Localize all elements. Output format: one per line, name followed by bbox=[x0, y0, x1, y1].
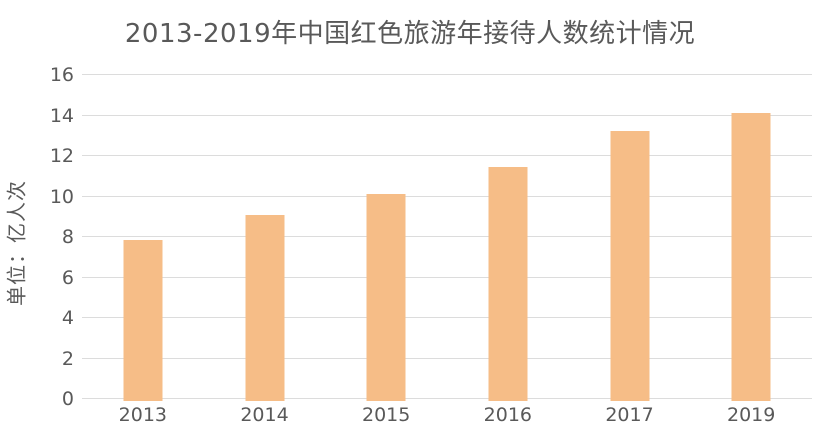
x-axis-label-2015: 2015 bbox=[361, 404, 411, 426]
x-axis-label-2016: 2016 bbox=[483, 404, 533, 426]
x-axis-label-2017: 2017 bbox=[605, 404, 654, 426]
bar-2019 bbox=[731, 113, 771, 401]
y-tick-label: 14 bbox=[49, 104, 74, 127]
y-tick-label: 0 bbox=[61, 388, 74, 410]
gridline-0 bbox=[82, 398, 812, 399]
plot-area bbox=[82, 74, 812, 401]
bar-2014 bbox=[245, 215, 284, 401]
y-tick-label: 4 bbox=[61, 307, 74, 329]
bar-2013 bbox=[123, 239, 163, 401]
gridline-16 bbox=[82, 74, 812, 75]
gridline-12 bbox=[82, 155, 812, 156]
y-tick-label: 2 bbox=[61, 347, 74, 370]
gridline-2 bbox=[82, 357, 812, 359]
gridline-10 bbox=[82, 195, 812, 197]
bar-2017 bbox=[610, 130, 649, 401]
gridline-14 bbox=[82, 114, 812, 116]
x-axis-label-2014: 2014 bbox=[240, 404, 289, 426]
x-axis-label-2019: 2019 bbox=[726, 404, 776, 426]
y-tick-label: 6 bbox=[61, 266, 74, 289]
gridline-6 bbox=[82, 276, 812, 278]
gridline-8 bbox=[82, 236, 812, 237]
y-tick-label: 16 bbox=[49, 64, 74, 86]
x-axis-label-2013: 2013 bbox=[118, 404, 168, 426]
y-tick-label: 8 bbox=[61, 226, 74, 248]
y-tick-label: 12 bbox=[49, 145, 74, 167]
chart-title: 2013-2019年中国红色旅游年接待人数统计情况 bbox=[124, 19, 696, 49]
gridline-4 bbox=[82, 317, 812, 318]
bar-2016 bbox=[488, 166, 528, 401]
y-tick-label: 10 bbox=[49, 185, 74, 208]
bar-2015 bbox=[366, 194, 406, 401]
